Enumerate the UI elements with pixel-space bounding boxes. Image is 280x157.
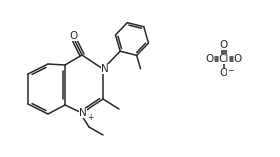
Text: O: O [220,40,228,50]
Text: Cl: Cl [219,54,229,64]
Text: N: N [79,108,87,118]
Text: O: O [220,68,228,78]
Text: −: − [227,67,233,76]
Text: N: N [101,64,109,74]
Text: +: + [87,113,93,122]
Text: O: O [206,54,214,64]
Text: O: O [234,54,242,64]
Text: O: O [70,31,78,41]
